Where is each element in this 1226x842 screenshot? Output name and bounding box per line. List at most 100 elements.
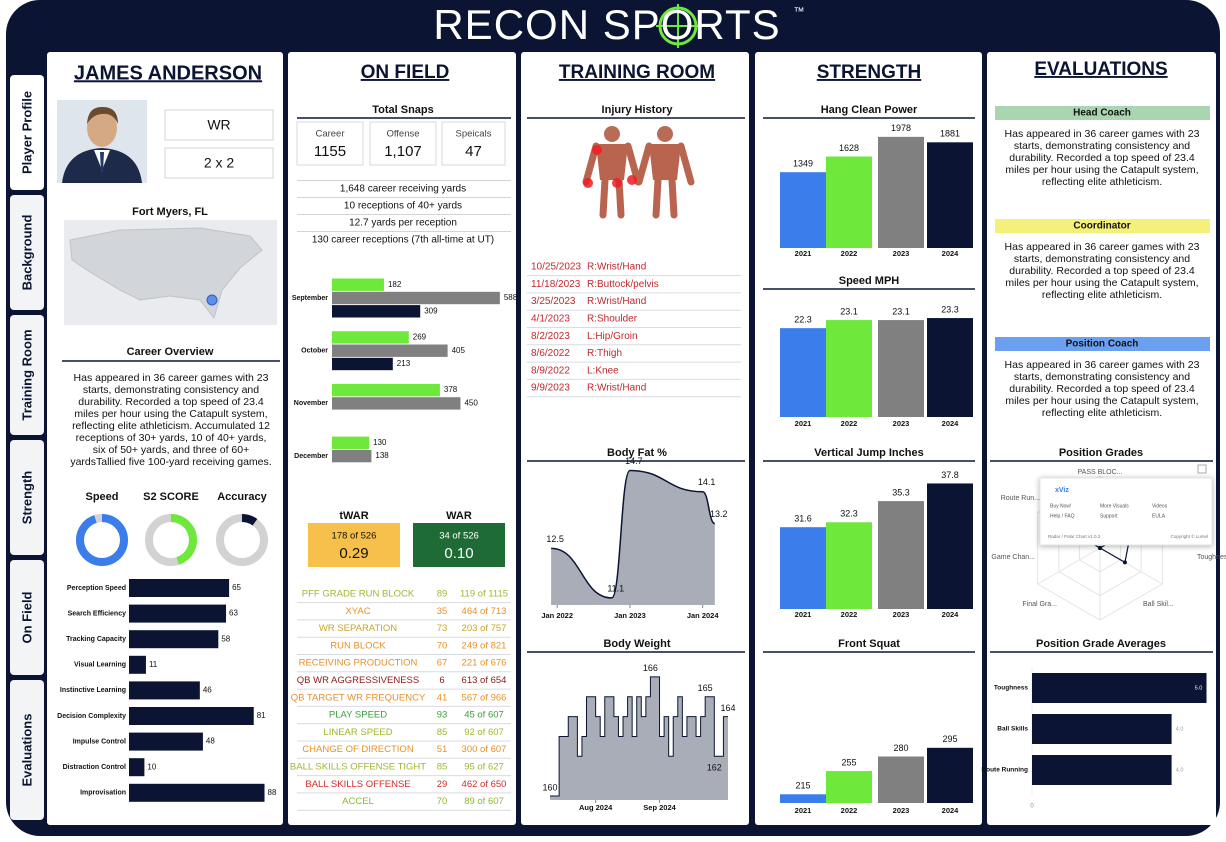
- chart-title: Speed MPH: [839, 275, 900, 287]
- grade-value: 51: [437, 744, 448, 755]
- anatomy-figure: [649, 144, 681, 180]
- chart-title: Vertical Jump Inches: [814, 447, 923, 459]
- tab[interactable]: [10, 195, 44, 310]
- tab[interactable]: [10, 680, 44, 820]
- war-title: WAR: [446, 510, 472, 522]
- bar: [878, 756, 924, 803]
- player-photo: [100, 152, 104, 172]
- injury-description: R:Wrist/Hand: [587, 383, 646, 394]
- section-title: Injury History: [602, 104, 674, 116]
- war-box: [413, 523, 505, 567]
- stat-line: 130 career receptions (7th all-time at U…: [312, 235, 494, 246]
- grade-rank: 613 of 654: [462, 675, 507, 686]
- tab-label[interactable]: Player Profile: [19, 91, 34, 174]
- value-label: 1978: [891, 123, 911, 133]
- value-label: 31.6: [794, 514, 812, 524]
- bar: [129, 732, 203, 751]
- injury-description: R:Thigh: [587, 348, 622, 359]
- grade-name: WR SEPARATION: [319, 623, 397, 634]
- war-rank: 178 of 526: [332, 531, 377, 542]
- grade-rank: 119 of 1115: [460, 589, 508, 600]
- info-box: [164, 109, 274, 141]
- radar-point: [1098, 546, 1102, 550]
- value-label: 4.0: [1176, 767, 1184, 773]
- grade-rank: 300 of 607: [462, 744, 507, 755]
- bar: [129, 604, 227, 623]
- value-label: 138: [375, 451, 389, 460]
- category-label: October: [301, 348, 328, 355]
- popup-item: EULA: [1152, 513, 1166, 519]
- tab[interactable]: [10, 315, 44, 435]
- tab-label[interactable]: Training Room: [19, 330, 34, 421]
- value-label: 14.7: [625, 456, 643, 466]
- stat-line: 10 receptions of 40+ yards: [344, 201, 462, 212]
- coach-header: [995, 219, 1210, 233]
- x-tick-label: 2024: [942, 419, 960, 428]
- bar: [332, 331, 409, 344]
- chart-title: Position Grade Averages: [1036, 638, 1166, 650]
- grade-name: RUN BLOCK: [330, 640, 386, 651]
- stat-box: [369, 121, 437, 166]
- position: WR: [207, 117, 230, 133]
- value-label: 63: [229, 609, 238, 618]
- grade-name: ACCEL: [342, 796, 374, 807]
- x-tick-label: 2023: [893, 806, 910, 815]
- panel-title: EVALUATIONS: [1034, 59, 1167, 80]
- injury-date: 3/25/2023: [531, 296, 576, 307]
- grade-rank: 462 of 650: [462, 779, 507, 790]
- gauge-label: S2 SCORE: [143, 491, 199, 503]
- bar: [826, 771, 872, 803]
- war-box: [308, 523, 400, 567]
- value-label: 65: [232, 583, 241, 592]
- bar-label: Tracking Capacity: [66, 636, 126, 643]
- popup-item: Buy Now!: [1050, 503, 1071, 509]
- bar: [878, 320, 924, 417]
- grade-name: PFF GRADE RUN BLOCK: [302, 589, 415, 600]
- tab[interactable]: [10, 440, 44, 555]
- category-label: December: [294, 453, 328, 460]
- bar-label: Search Efficiency: [68, 610, 126, 617]
- grade-rank: 567 of 966: [462, 692, 507, 703]
- value-label: 46: [203, 686, 212, 695]
- value-label: 12.5: [546, 534, 564, 544]
- section-title: Career Overview: [127, 346, 214, 358]
- bar: [129, 630, 219, 649]
- bar: [332, 278, 384, 291]
- tab[interactable]: [10, 75, 44, 190]
- grade-name: QB TARGET WR FREQUENCY: [291, 692, 426, 703]
- grade-value: 85: [437, 727, 448, 738]
- tab-label[interactable]: Background: [19, 215, 34, 291]
- bar: [1032, 673, 1207, 703]
- injury-description: L:Knee: [587, 365, 619, 376]
- tab-label[interactable]: Evaluations: [19, 714, 34, 787]
- value-label: 58: [221, 634, 230, 643]
- bar-label: Decision Complexity: [57, 713, 126, 720]
- injury-spot: [583, 178, 593, 188]
- value-label: 213: [397, 359, 411, 368]
- value-label: 182: [388, 280, 402, 289]
- tab-label[interactable]: Strength: [19, 471, 34, 525]
- bar: [129, 655, 146, 674]
- radar-label: Final Gra...: [1022, 601, 1057, 608]
- stat-label: Offense: [386, 129, 419, 140]
- value-label: 10: [147, 762, 156, 771]
- grade-name: BALL SKILLS OFFENSE: [305, 779, 410, 790]
- x-tick-label: 2021: [795, 419, 812, 428]
- stat-value: 1,107: [384, 143, 422, 160]
- value-label: 23.1: [892, 306, 910, 316]
- x-tick-label: Jan 2024: [687, 611, 720, 620]
- value-label: 22.3: [794, 315, 812, 325]
- bar-label: Route Running: [981, 767, 1028, 774]
- player-photo: [87, 109, 117, 147]
- tab[interactable]: [10, 560, 44, 675]
- grade-rank: 95 of 627: [464, 762, 504, 773]
- value-label: 4.0: [1176, 726, 1184, 732]
- tab-label[interactable]: On Field: [19, 591, 34, 643]
- grade-name: QB WR AGGRESSIVENESS: [297, 675, 419, 686]
- bar: [927, 747, 973, 803]
- coach-evaluation: Has appeared in 36 career games with 23 …: [1004, 128, 1200, 188]
- bar: [878, 136, 924, 248]
- bar: [129, 579, 230, 597]
- injury-date: 8/6/2022: [531, 348, 570, 359]
